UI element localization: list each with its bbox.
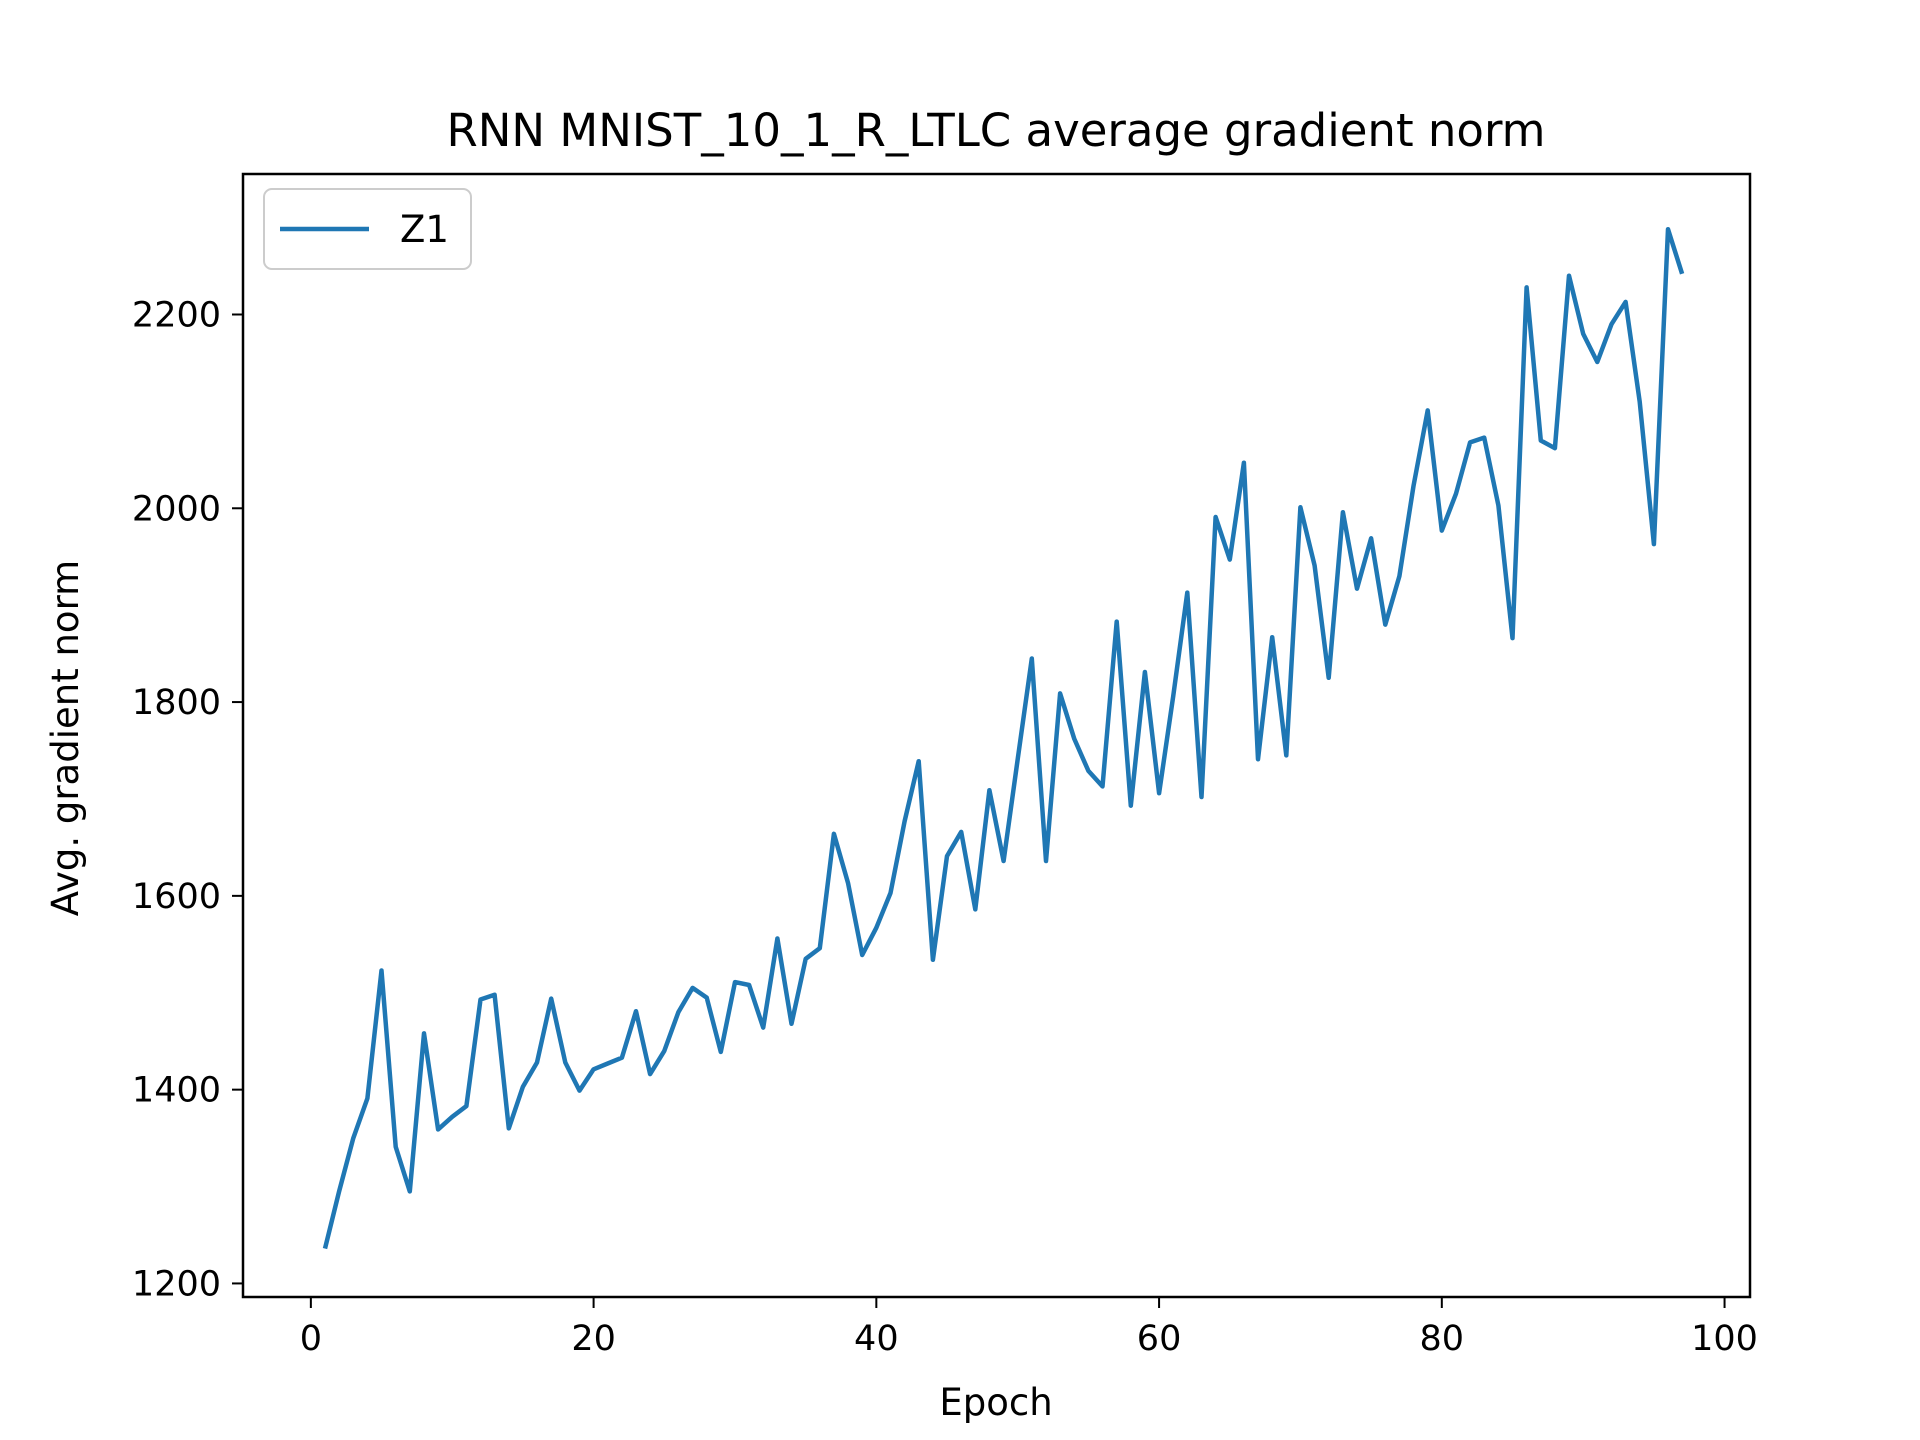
x-tick-label: 100 [1691,1319,1758,1359]
y-tick-label: 1600 [132,877,221,917]
x-axis-ticks: 0 20 40 60 80 100 [300,1297,1758,1359]
plot-area [322,226,1685,1250]
series-line-z1 [322,226,1685,1250]
x-tick-label: 60 [1137,1319,1182,1359]
y-tick-label: 2200 [132,295,221,335]
legend-label-z1: Z1 [400,208,449,251]
chart-title: RNN MNIST_10_1_R_LTLC average gradient n… [446,104,1545,157]
plot-frame [241,172,1752,1299]
x-tick-label: 80 [1420,1319,1465,1359]
y-tick-label: 1800 [132,683,221,723]
y-axis-label: Avg. gradient norm [44,560,87,916]
y-tick-label: 1200 [132,1264,221,1304]
legend: Z1 [263,188,472,270]
x-tick-label: 20 [571,1319,616,1359]
y-tick-label: 1400 [132,1071,221,1111]
x-tick-label: 0 [300,1319,322,1359]
x-tick-label: 40 [854,1319,899,1359]
x-axis-label: Epoch [939,1381,1052,1424]
y-axis-ticks: 1200 1400 1600 1800 2000 2200 [132,295,243,1304]
y-tick-label: 2000 [132,489,221,529]
